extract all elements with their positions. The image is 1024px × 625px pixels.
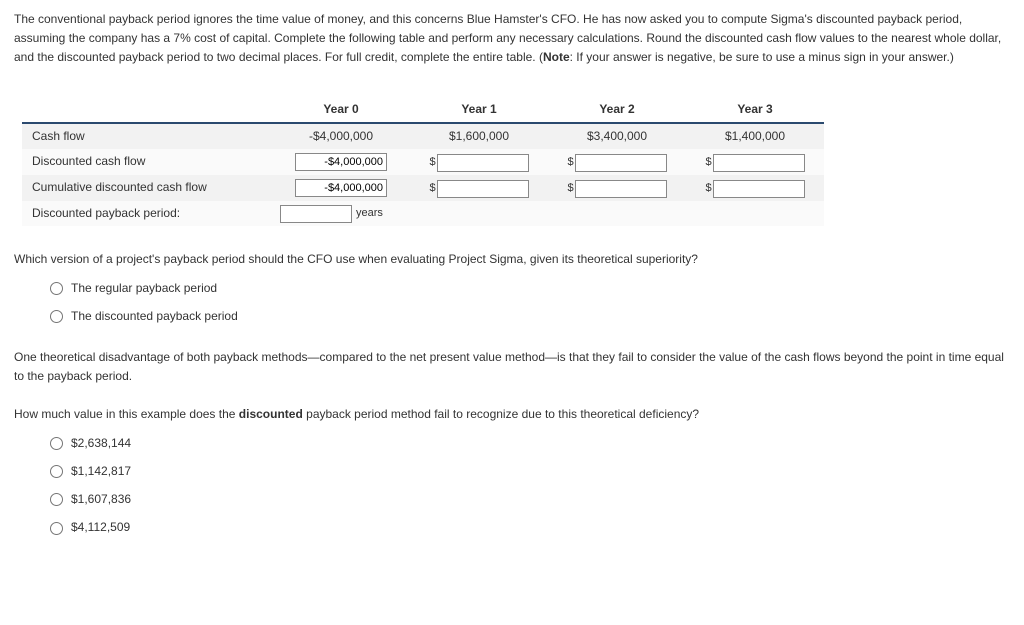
q2-option-row: $2,638,144 — [50, 434, 1010, 453]
col-header-year1: Year 1 — [410, 96, 548, 123]
q1-option-label: The regular payback period — [71, 279, 217, 298]
q1-option-row: The discounted payback period — [50, 307, 1010, 326]
input-dcf-y3[interactable] — [713, 154, 805, 172]
q2-radio-1[interactable] — [50, 437, 63, 450]
table-row: Cash flow -$4,000,000 $1,600,000 $3,400,… — [22, 123, 824, 149]
dollar-prefix: $ — [429, 154, 435, 172]
para-disadvantage: One theoretical disadvantage of both pay… — [14, 348, 1010, 386]
q2-option-label: $1,142,817 — [71, 462, 131, 481]
input-cdcf-y0[interactable] — [295, 179, 387, 197]
dollar-prefix: $ — [567, 180, 573, 198]
q1-option-row: The regular payback period — [50, 279, 1010, 298]
row-label-period: Discounted payback period: — [22, 201, 272, 226]
cell-cf-y0: -$4,000,000 — [272, 123, 410, 149]
q2-bold: discounted — [239, 407, 303, 421]
col-header-year0: Year 0 — [272, 96, 410, 123]
input-dcf-y0[interactable] — [295, 153, 387, 171]
input-cdcf-y2[interactable] — [575, 180, 667, 198]
cashflow-table: Year 0 Year 1 Year 2 Year 3 Cash flow -$… — [22, 96, 824, 226]
q2-tail: payback period method fail to recognize … — [303, 407, 699, 421]
q2-option-row: $1,142,817 — [50, 462, 1010, 481]
years-unit: years — [356, 205, 383, 223]
table-row: Discounted cash flow $ $ $ — [22, 149, 824, 175]
q2-radio-3[interactable] — [50, 493, 63, 506]
q1-option-label: The discounted payback period — [71, 307, 238, 326]
cell-cf-y3: $1,400,000 — [686, 123, 824, 149]
cell-cf-y2: $3,400,000 — [548, 123, 686, 149]
cell-cf-y1: $1,600,000 — [410, 123, 548, 149]
q1-radio-regular[interactable] — [50, 282, 63, 295]
input-payback-period[interactable] — [280, 205, 352, 223]
q2-lead: How much value in this example does the — [14, 407, 239, 421]
q2-text: How much value in this example does the … — [14, 405, 1010, 424]
q2-option-row: $4,112,509 — [50, 518, 1010, 537]
note-bold: Note — [543, 50, 570, 64]
q2-options: $2,638,144 $1,142,817 $1,607,836 $4,112,… — [50, 434, 1010, 538]
q2-option-label: $1,607,836 — [71, 490, 131, 509]
input-cdcf-y1[interactable] — [437, 180, 529, 198]
col-header-year3: Year 3 — [686, 96, 824, 123]
table-row: Discounted payback period: years — [22, 201, 824, 226]
q1-options: The regular payback period The discounte… — [50, 279, 1010, 326]
dollar-prefix: $ — [705, 154, 711, 172]
row-label-cashflow: Cash flow — [22, 123, 272, 149]
table-row: Cumulative discounted cash flow $ $ $ — [22, 175, 824, 201]
row-label-cdcf: Cumulative discounted cash flow — [22, 175, 272, 201]
dollar-prefix: $ — [567, 154, 573, 172]
q2-option-label: $4,112,509 — [71, 518, 130, 537]
col-header-year2: Year 2 — [548, 96, 686, 123]
intro-tail: : If your answer is negative, be sure to… — [570, 50, 954, 64]
q2-radio-2[interactable] — [50, 465, 63, 478]
input-dcf-y1[interactable] — [437, 154, 529, 172]
col-header-blank — [22, 96, 272, 123]
dollar-prefix: $ — [705, 180, 711, 198]
q2-option-label: $2,638,144 — [71, 434, 131, 453]
q2-option-row: $1,607,836 — [50, 490, 1010, 509]
input-dcf-y2[interactable] — [575, 154, 667, 172]
input-cdcf-y3[interactable] — [713, 180, 805, 198]
q1-radio-discounted[interactable] — [50, 310, 63, 323]
dollar-prefix: $ — [429, 180, 435, 198]
q1-text: Which version of a project's payback per… — [14, 250, 1010, 269]
q2-radio-4[interactable] — [50, 522, 63, 535]
intro-paragraph: The conventional payback period ignores … — [14, 10, 1010, 68]
row-label-dcf: Discounted cash flow — [22, 149, 272, 175]
